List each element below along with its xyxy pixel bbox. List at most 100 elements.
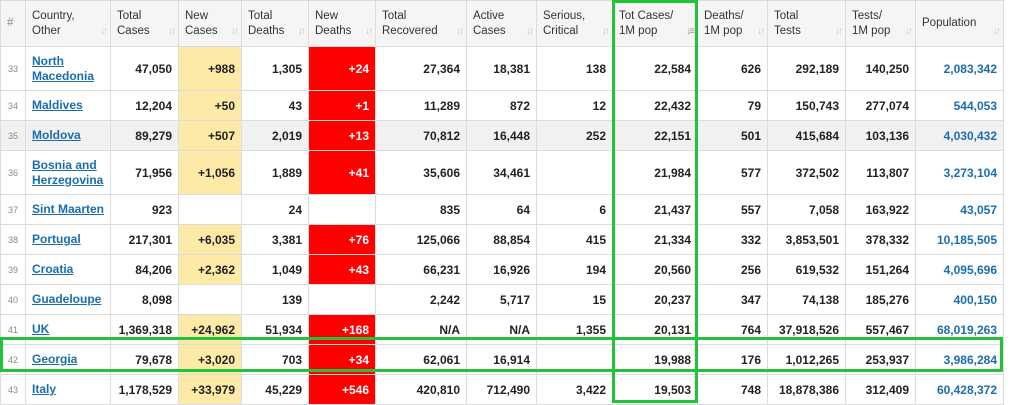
population-link[interactable]: 68,019,263 — [936, 322, 997, 337]
population-link[interactable]: 400,150 — [953, 292, 997, 307]
column-header-country[interactable]: Country, Other ↓↑ — [25, 0, 111, 47]
country-link[interactable]: Guadeloupe — [32, 292, 102, 306]
country-link[interactable]: Croatia — [32, 262, 74, 276]
sort-icon[interactable]: ↓↑ — [526, 26, 534, 37]
population-link[interactable]: 3,986,284 — [943, 352, 997, 367]
column-header-label: New Deaths — [315, 9, 352, 37]
row-number: 36 — [0, 150, 26, 195]
serious-cell: 1,355 — [536, 314, 613, 345]
country-cell: UK — [25, 314, 111, 345]
column-header-total-deaths[interactable]: Total Deaths ↓↑ — [241, 0, 309, 47]
column-header-active-cases[interactable]: Active Cases ↓↑ — [466, 0, 537, 47]
population-link[interactable]: 4,030,432 — [943, 128, 997, 143]
serious-cell: 252 — [536, 120, 613, 151]
tot-cases-1m-cell: 21,984 — [612, 150, 698, 195]
row-number: 40 — [0, 284, 26, 315]
population-link[interactable]: 2,083,342 — [943, 61, 997, 76]
sort-icon[interactable]: ↓≡ — [686, 26, 695, 37]
total-recovered-cell: 62,061 — [375, 344, 467, 375]
table-row: 38 Portugal 217,301 +6,035 3,381 +76 125,066 88… — [0, 224, 1004, 255]
total-tests-cell: 18,878,386 — [767, 374, 846, 405]
population-cell: 60,428,372 — [915, 374, 1004, 405]
column-header-tests-1m[interactable]: Tests/1M pop ↓↑ — [845, 0, 916, 47]
column-header-label: Total Deaths — [248, 9, 285, 37]
column-header-population[interactable]: Population ↓↑ — [915, 0, 1004, 47]
row-number: 41 — [0, 314, 26, 345]
new-deaths-cell — [308, 194, 376, 225]
tests-1m-cell: 185,276 — [845, 284, 916, 315]
country-link[interactable]: UK — [32, 322, 50, 336]
sort-icon[interactable]: ↓↑ — [100, 26, 108, 37]
country-cell: Moldova — [25, 120, 111, 151]
column-header-new-cases[interactable]: New Cases ↓↑ — [178, 0, 242, 47]
population-cell: 4,095,696 — [915, 254, 1004, 285]
total-deaths-cell: 43 — [241, 90, 309, 121]
sort-icon[interactable]: ↓↑ — [365, 26, 373, 37]
new-cases-cell — [178, 194, 242, 225]
country-link[interactable]: North Macedonia — [32, 53, 95, 83]
active-cases-cell: 64 — [466, 194, 537, 225]
population-link[interactable]: 43,057 — [960, 202, 997, 217]
column-header-deaths-1m[interactable]: Deaths/1M pop ↓↑ — [697, 0, 768, 47]
active-cases-cell: 872 — [466, 90, 537, 121]
active-cases-cell: 88,854 — [466, 224, 537, 255]
column-header-idx: # — [0, 0, 26, 47]
active-cases-cell: 712,490 — [466, 374, 537, 405]
country-link[interactable]: Moldova — [32, 128, 81, 142]
country-link[interactable]: Sint Maarten — [32, 202, 105, 216]
sort-icon[interactable]: ↓↑ — [835, 26, 843, 37]
population-cell: 10,185,505 — [915, 224, 1004, 255]
column-header-total-cases[interactable]: Total Cases ↓↑ — [110, 0, 179, 47]
tests-1m-cell: 557,467 — [845, 314, 916, 345]
column-header-total-recovered[interactable]: Total Recovered ↓↑ — [375, 0, 467, 47]
new-cases-cell — [178, 284, 242, 315]
total-recovered-cell: 66,231 — [375, 254, 467, 285]
population-cell: 400,150 — [915, 284, 1004, 315]
population-link[interactable]: 3,273,104 — [943, 165, 997, 180]
total-recovered-cell: 11,289 — [375, 90, 467, 121]
tot-cases-1m-cell: 20,131 — [612, 314, 698, 345]
table-row: 34 Maldives 12,204 +50 43 +1 11,289 872 12 22,432… — [0, 90, 1004, 121]
country-link[interactable]: Georgia — [32, 352, 78, 366]
column-header-label: Serious, Critical — [543, 9, 586, 37]
sort-icon[interactable]: ↓↑ — [602, 26, 610, 37]
column-header-new-deaths[interactable]: New Deaths ↓↑ — [308, 0, 376, 47]
active-cases-cell: 16,448 — [466, 120, 537, 151]
population-link[interactable]: 4,095,696 — [943, 262, 997, 277]
population-link[interactable]: 10,185,505 — [936, 232, 997, 247]
country-link[interactable]: Bosnia and Herzegovina — [32, 157, 104, 187]
sort-icon[interactable]: ↓↑ — [757, 26, 765, 37]
serious-cell: 415 — [536, 224, 613, 255]
total-tests-cell: 415,684 — [767, 120, 846, 151]
total-tests-cell: 1,012,265 — [767, 344, 846, 375]
new-cases-cell: +507 — [178, 120, 242, 151]
serious-cell: 194 — [536, 254, 613, 285]
serious-cell — [536, 344, 613, 375]
sort-icon[interactable]: ↓↑ — [231, 26, 239, 37]
population-cell: 4,030,432 — [915, 120, 1004, 151]
sort-icon[interactable]: ↓↑ — [456, 26, 464, 37]
sort-icon[interactable]: ↓↑ — [168, 26, 176, 37]
column-header-serious[interactable]: Serious, Critical ↓↑ — [536, 0, 613, 47]
tests-1m-cell: 277,074 — [845, 90, 916, 121]
new-deaths-cell: +43 — [308, 254, 376, 285]
new-deaths-cell: +34 — [308, 344, 376, 375]
row-number: 42 — [0, 344, 26, 375]
column-header-tot-cases-1m[interactable]: Tot Cases/1M pop ↓≡ — [612, 0, 698, 47]
tests-1m-cell: 253,937 — [845, 344, 916, 375]
sort-icon[interactable]: ↓↑ — [905, 26, 913, 37]
tests-1m-cell: 163,922 — [845, 194, 916, 225]
country-cell: Italy — [25, 374, 111, 405]
population-link[interactable]: 60,428,372 — [936, 382, 997, 397]
total-recovered-cell: 70,812 — [375, 120, 467, 151]
country-link[interactable]: Maldives — [32, 98, 83, 112]
country-link[interactable]: Italy — [32, 382, 57, 396]
sort-icon[interactable]: ↓↑ — [993, 26, 1001, 37]
sort-icon[interactable]: ↓↑ — [298, 26, 306, 37]
tests-1m-cell: 113,807 — [845, 150, 916, 195]
row-number: 33 — [0, 46, 26, 91]
country-link[interactable]: Portugal — [32, 232, 81, 246]
column-header-total-tests[interactable]: Total Tests ↓↑ — [767, 0, 846, 47]
population-link[interactable]: 544,053 — [953, 98, 997, 113]
deaths-1m-cell: 256 — [697, 254, 768, 285]
